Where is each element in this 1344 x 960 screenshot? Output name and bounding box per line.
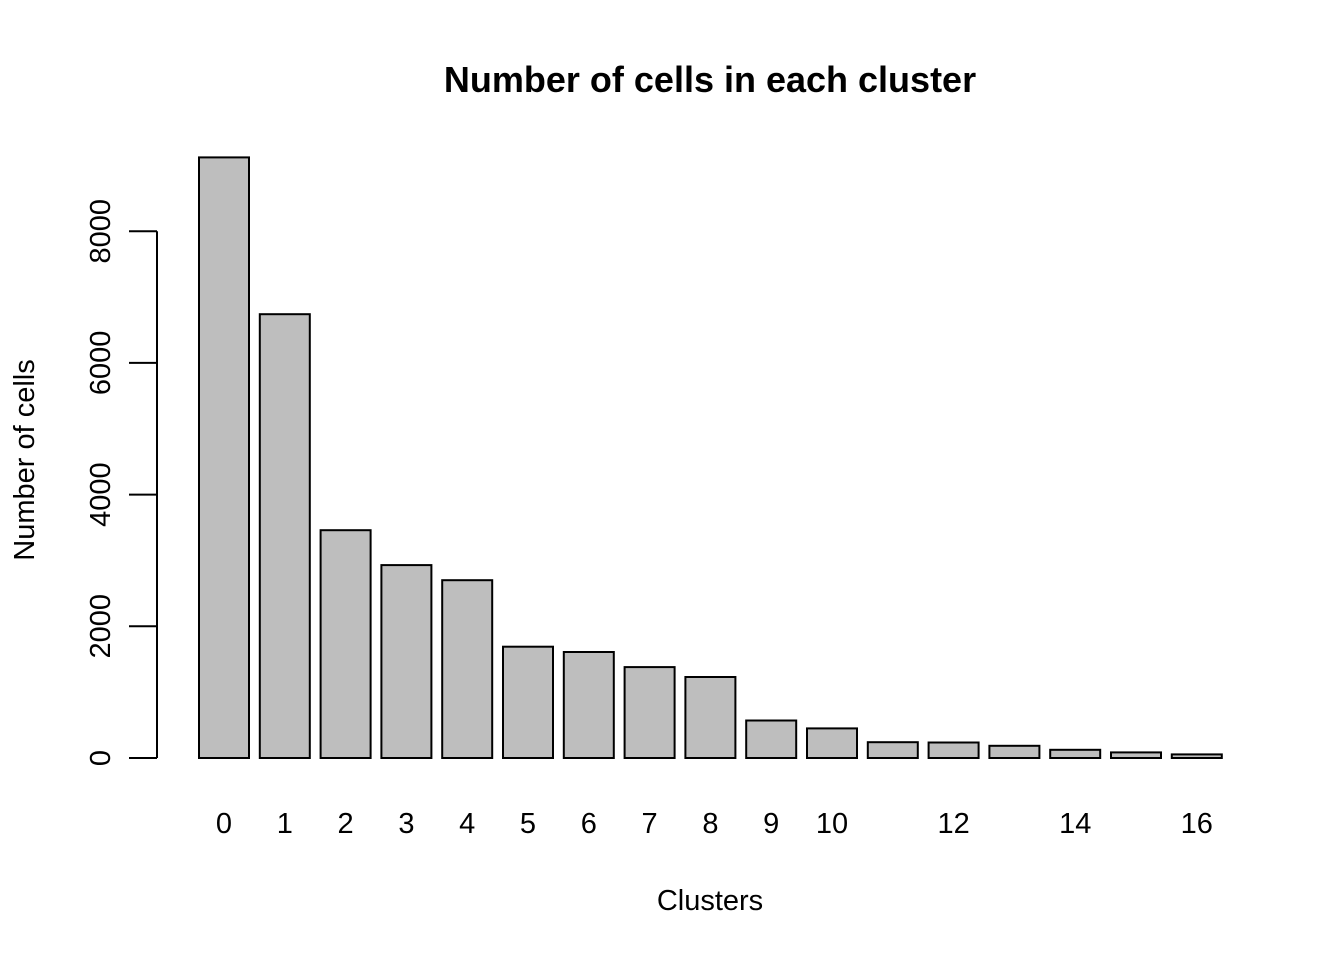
- bar-cluster-1: [258, 313, 311, 759]
- y-tick-label: 0: [85, 750, 117, 766]
- x-tick-label: 3: [398, 808, 414, 840]
- bars-group: [198, 156, 1223, 760]
- y-tick-label: 6000: [85, 331, 117, 396]
- bar-cluster-15: [1110, 751, 1162, 760]
- bar-cluster-3: [380, 564, 433, 759]
- x-tick-label: 12: [937, 808, 969, 840]
- y-tick-label: 4000: [85, 462, 117, 527]
- x-tick-label: 2: [338, 808, 354, 840]
- bar-cluster-0: [198, 156, 250, 759]
- chart-title: Number of cells in each cluster: [444, 59, 976, 100]
- bar-cluster-8: [684, 676, 737, 759]
- bar-cluster-14: [1049, 748, 1102, 759]
- bar-cluster-12: [927, 741, 980, 759]
- x-tick-label: 8: [702, 808, 718, 840]
- bar-cluster-9: [745, 719, 798, 759]
- y-axis: 0 2000 4000 6000 8000: [85, 199, 158, 766]
- x-tick-label: 9: [763, 808, 779, 840]
- y-tick-label: 8000: [85, 199, 117, 264]
- bar-cluster-10: [806, 727, 858, 760]
- x-tick-label: 6: [581, 808, 597, 840]
- bar-cluster-11: [866, 741, 919, 760]
- x-tick-label: 0: [216, 808, 232, 840]
- bar-cluster-4: [441, 579, 494, 760]
- bar-cluster-6: [562, 651, 615, 759]
- bar-cluster-5: [502, 645, 554, 760]
- x-tick-label: 10: [816, 808, 848, 840]
- x-tick-label: 14: [1059, 808, 1091, 840]
- x-tick-labels: 0 1 2 3 4 5 6 7 8 9 10 12 14 16: [216, 808, 1213, 840]
- x-tick-label: 1: [277, 808, 293, 840]
- x-tick-label: 16: [1181, 808, 1213, 840]
- bar-cluster-2: [319, 529, 372, 760]
- bar-cluster-7: [623, 666, 676, 759]
- x-axis-label: Clusters: [657, 885, 763, 917]
- y-tick-label: 2000: [85, 594, 117, 659]
- bar-cluster-16: [1170, 753, 1223, 760]
- y-axis-label: Number of cells: [9, 359, 41, 560]
- x-tick-label: 7: [642, 808, 658, 840]
- x-tick-label: 4: [459, 808, 475, 840]
- bar-cluster-13: [988, 744, 1041, 759]
- x-tick-label: 5: [520, 808, 536, 840]
